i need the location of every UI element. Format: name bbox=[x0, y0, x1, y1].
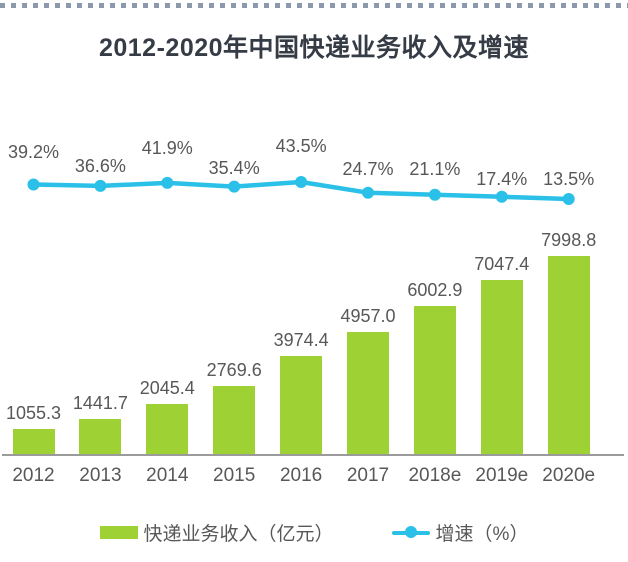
bar-value-label: 2769.6 bbox=[206, 360, 262, 381]
line-point bbox=[495, 190, 508, 203]
growth-value-label: 17.4% bbox=[476, 168, 528, 189]
line-point bbox=[27, 178, 40, 191]
revenue-bar bbox=[213, 386, 256, 455]
x-axis-label: 2018e bbox=[408, 465, 462, 486]
x-axis-label: 2013 bbox=[79, 465, 122, 486]
revenue-bar bbox=[413, 305, 456, 455]
revenue-bar bbox=[280, 356, 323, 455]
growth-swatch-icon bbox=[391, 525, 430, 539]
bar-value-label: 4957.0 bbox=[340, 305, 396, 326]
growth-value-label: 21.1% bbox=[409, 158, 461, 179]
legend: 快递业务收入（亿元） 增速（%） bbox=[0, 517, 628, 547]
legend-label-revenue: 快递业务收入（亿元） bbox=[143, 523, 334, 545]
x-axis-label: 2019e bbox=[475, 465, 529, 486]
x-axis-label: 2014 bbox=[146, 465, 189, 486]
revenue-bar bbox=[480, 279, 523, 455]
bar-value-label: 7998.8 bbox=[541, 230, 597, 250]
x-axis-label: 2020e bbox=[542, 465, 596, 486]
line-point bbox=[362, 186, 374, 199]
x-axis-label: 2016 bbox=[279, 465, 323, 486]
bar-value-label: 6002.9 bbox=[407, 279, 463, 300]
line-point bbox=[94, 179, 107, 192]
bar-value-label: 1441.7 bbox=[72, 393, 128, 414]
growth-value-label: 39.2% bbox=[7, 141, 60, 162]
legend-item-growth: 增速（%） bbox=[391, 519, 529, 546]
x-axis-label: 2012 bbox=[12, 465, 55, 486]
x-axis-label: 2017 bbox=[346, 465, 390, 486]
revenue-bar bbox=[347, 331, 389, 455]
bar-value-label: 1055.3 bbox=[5, 402, 62, 423]
bar-value-label: 2045.4 bbox=[139, 378, 195, 399]
growth-value-label: 35.4% bbox=[208, 157, 260, 178]
revenue-bar bbox=[146, 404, 189, 455]
bar-value-label: 7047.4 bbox=[474, 253, 530, 274]
revenue-bar bbox=[547, 256, 590, 455]
chart-title: 2012-2020年中国快递业务收入及增速 bbox=[98, 34, 530, 62]
x-axis-label: 2015 bbox=[213, 465, 256, 486]
growth-value-label: 36.6% bbox=[74, 155, 126, 176]
dotted-top-border bbox=[0, 3, 628, 8]
line-point bbox=[161, 176, 174, 189]
line-point bbox=[562, 193, 575, 205]
growth-value-label: 41.9% bbox=[141, 137, 193, 158]
revenue-swatch-icon bbox=[99, 525, 138, 539]
growth-value-label: 13.5% bbox=[543, 169, 595, 189]
line-point bbox=[228, 180, 241, 193]
line-point bbox=[295, 176, 308, 188]
growth-value-label: 43.5% bbox=[275, 136, 327, 156]
revenue-bar bbox=[12, 428, 55, 455]
legend-label-growth: 增速（%） bbox=[435, 523, 529, 545]
line-point bbox=[428, 188, 441, 201]
x-axis-line bbox=[2, 454, 624, 456]
revenue-bar bbox=[79, 419, 122, 455]
growth-value-label: 24.7% bbox=[342, 158, 394, 179]
bar-value-label: 3974.4 bbox=[273, 330, 329, 351]
legend-item-revenue: 快递业务收入（亿元） bbox=[99, 519, 334, 546]
